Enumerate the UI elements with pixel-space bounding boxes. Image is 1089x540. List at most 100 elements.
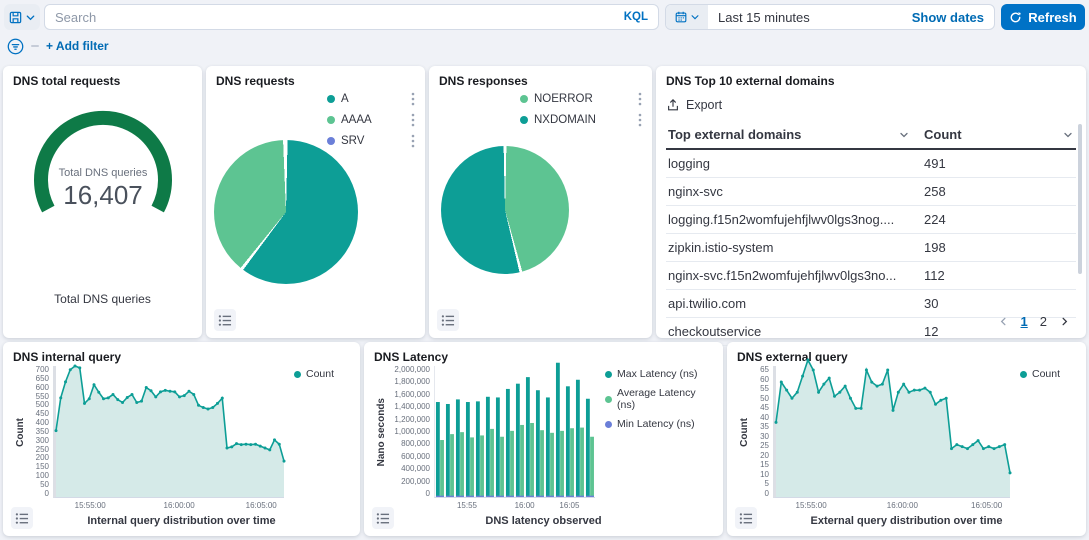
legend-item[interactable]: Count: [1020, 368, 1076, 380]
search-input[interactable]: Search KQL: [44, 4, 659, 30]
kebab-menu-icon[interactable]: [638, 92, 642, 106]
x-tick-label: 16:05:00: [246, 501, 277, 510]
y-tick-label: 50: [27, 481, 49, 489]
kebab-menu-icon[interactable]: [411, 113, 415, 127]
y-tick-label: 10: [751, 471, 769, 479]
next-page-icon[interactable]: [1059, 316, 1070, 327]
legend-dot-icon: [520, 95, 528, 103]
legend-dot-icon: [294, 371, 301, 378]
chevron-down-icon: [690, 12, 700, 22]
gauge-center-label: Total DNS queries: [58, 167, 147, 179]
y-tick-label: 450: [27, 410, 49, 418]
panel-title: DNS Top 10 external domains: [666, 74, 1076, 88]
column-header-domains[interactable]: Top external domains: [668, 127, 924, 142]
kebab-menu-icon[interactable]: [411, 134, 415, 148]
pie-chart[interactable]: [441, 146, 569, 274]
legend-item[interactable]: Average Latency (ns): [605, 387, 713, 411]
date-quick-select-button[interactable]: [666, 5, 708, 29]
kebab-menu-icon[interactable]: [411, 92, 415, 106]
cell-count: 491: [924, 156, 1074, 171]
export-button[interactable]: Export: [666, 98, 746, 112]
y-tick-label: 700: [27, 366, 49, 374]
pagination: 12: [998, 314, 1070, 329]
save-icon: [8, 10, 23, 25]
legend-dot-icon: [605, 371, 612, 378]
y-tick-label: 600: [27, 384, 49, 392]
table-row[interactable]: logging.f15n2womfujehfjlwv0lgs3nog....22…: [666, 206, 1076, 234]
y-tick-label: 0: [388, 490, 430, 498]
y-axis-title: Nano seconds: [374, 366, 388, 498]
page-number-2[interactable]: 2: [1040, 314, 1047, 329]
previous-page-icon[interactable]: [998, 316, 1009, 327]
cell-count: 30: [924, 296, 1074, 311]
legend-item[interactable]: A: [327, 92, 415, 106]
x-tick-label: 15:55: [457, 501, 477, 510]
y-tick-label: 25: [751, 442, 769, 450]
legend-item[interactable]: SRV: [327, 134, 415, 148]
chart-legend: Count: [284, 366, 350, 498]
legend-toggle-button[interactable]: [214, 309, 236, 331]
refresh-button[interactable]: Refresh: [1001, 4, 1085, 30]
area-chart[interactable]: 15:55:0016:00:0016:05:00: [53, 366, 284, 498]
chevron-down-icon[interactable]: [1062, 129, 1074, 141]
legend-label: Count: [1032, 368, 1060, 380]
table-row[interactable]: logging491: [666, 150, 1076, 178]
chevron-down-icon[interactable]: [898, 129, 910, 141]
query-bar: Search KQL Last 15 minutes Show dates Re…: [4, 4, 1085, 30]
filter-bar: + Add filter: [7, 36, 109, 56]
panel-dns-top-external-domains: DNS Top 10 external domains Export Top e…: [656, 66, 1086, 338]
export-icon: [666, 98, 680, 112]
legend-item[interactable]: NXDOMAIN: [520, 113, 642, 127]
y-tick-label: 45: [751, 404, 769, 412]
legend-dot-icon: [1020, 371, 1027, 378]
bar-chart[interactable]: 15:5516:0016:05: [434, 366, 595, 498]
kql-language-button[interactable]: KQL: [624, 11, 648, 23]
pie-legend: NOERROR NXDOMAIN: [520, 92, 642, 127]
export-label: Export: [686, 98, 722, 112]
show-dates-button[interactable]: Show dates: [912, 10, 984, 25]
y-tick-label: 400: [27, 419, 49, 427]
gauge-chart[interactable]: Total DNS queries 16,407: [18, 100, 188, 250]
x-tick-label: 16:00: [515, 501, 535, 510]
legend-item[interactable]: Min Latency (ns): [605, 418, 713, 430]
cell-domain: zipkin.istio-system: [668, 240, 924, 255]
legend-toggle-button[interactable]: [11, 507, 33, 529]
saved-query-menu-button[interactable]: [4, 4, 40, 30]
table-row[interactable]: zipkin.istio-system198: [666, 234, 1076, 262]
column-label: Top external domains: [668, 127, 801, 142]
pie-chart[interactable]: [214, 140, 358, 284]
table-row[interactable]: nginx-svc258: [666, 178, 1076, 206]
legend-label: NOERROR: [534, 93, 593, 105]
y-tick-label: 1,400,000: [388, 403, 430, 411]
time-range-label[interactable]: Last 15 minutes: [718, 10, 810, 25]
panel-title: DNS total requests: [13, 74, 192, 88]
y-tick-label: 40: [751, 414, 769, 422]
area-chart[interactable]: 15:55:0016:00:0016:05:00: [773, 366, 1010, 498]
legend-item[interactable]: Count: [294, 368, 350, 380]
column-header-count[interactable]: Count: [924, 127, 1074, 142]
y-tick-label: 400,000: [388, 465, 430, 473]
add-filter-button[interactable]: + Add filter: [46, 39, 109, 53]
y-tick-label: 0: [751, 490, 769, 498]
legend-toggle-button[interactable]: [372, 507, 394, 529]
table-scrollbar[interactable]: [1078, 124, 1082, 274]
filter-icon[interactable]: [7, 38, 24, 55]
legend-item[interactable]: Max Latency (ns): [605, 368, 713, 380]
legend-toggle-button[interactable]: [437, 309, 459, 331]
y-tick-label: 0: [27, 490, 49, 498]
table-row[interactable]: nginx-svc.f15n2womfujehfjlwv0lgs3no...11…: [666, 262, 1076, 290]
kebab-menu-icon[interactable]: [638, 113, 642, 127]
table-header: Top external domains Count: [666, 121, 1076, 150]
search-placeholder: Search: [55, 10, 624, 25]
legend-item[interactable]: AAAA: [327, 113, 415, 127]
legend-toggle-button[interactable]: [735, 507, 757, 529]
list-icon: [218, 314, 232, 327]
cell-domain: nginx-svc.f15n2womfujehfjlwv0lgs3no...: [668, 268, 924, 283]
y-tick-label: 35: [751, 423, 769, 431]
page-number-1[interactable]: 1: [1021, 314, 1028, 329]
cell-domain: nginx-svc: [668, 184, 924, 199]
y-tick-label: 20: [751, 452, 769, 460]
panel-dns-responses: DNS responses NOERRORNXDOMAIN: [429, 66, 652, 338]
legend-item[interactable]: NOERROR: [520, 92, 642, 106]
y-tick-label: 65: [751, 366, 769, 374]
